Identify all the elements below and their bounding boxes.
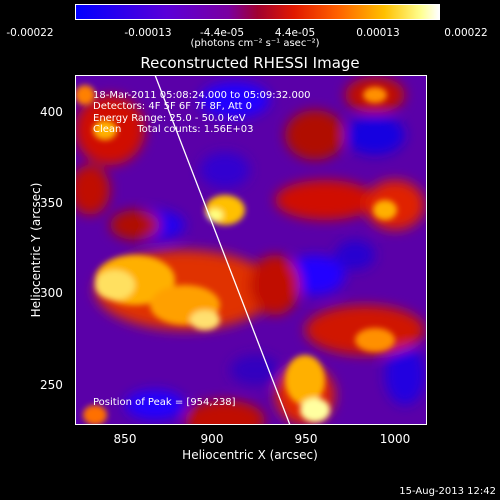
y-tick: 300 <box>40 286 63 300</box>
x-tick: 1000 <box>379 432 411 446</box>
x-tick: 950 <box>294 432 318 446</box>
colorbar-tick: 0.00022 <box>444 27 488 39</box>
peak-label: Position of Peak = [954,238] <box>93 397 236 408</box>
info-energy: Energy Range: 25.0 - 50.0 keV <box>93 113 246 124</box>
colorbar-tick: -4.4e-05 <box>199 27 245 39</box>
plot-title: Reconstructed RHESSI Image <box>140 54 360 72</box>
y-tick: 400 <box>40 105 63 119</box>
colorbar-tick: 0.00013 <box>356 27 400 39</box>
info-time: 18-Mar-2011 05:08:24.000 to 05:09:32.000 <box>93 90 311 101</box>
x-tick: 900 <box>200 432 224 446</box>
colorbar-tick: -0.00013 <box>124 27 172 39</box>
info-detectors: Detectors: 4F 5F 6F 7F 8F, Att 0 <box>93 101 253 112</box>
x-tick: 850 <box>113 432 137 446</box>
info-clean: Clean Total counts: 1.56E+03 <box>93 124 254 135</box>
colorbar-tick: 4.4e-05 <box>274 27 316 39</box>
y-tick: 350 <box>40 196 63 210</box>
colorbar <box>75 4 440 20</box>
colorbar-units: (photons cm⁻² s⁻¹ asec⁻²) <box>190 38 320 49</box>
y-axis-label: Heliocentric Y (arcsec) <box>29 182 43 318</box>
x-axis-label: Heliocentric X (arcsec) <box>182 448 318 462</box>
footer-date: 15-Aug-2013 12:42 <box>399 486 496 497</box>
colorbar-tick: -0.00022 <box>6 27 54 39</box>
rhessi-image <box>75 75 427 425</box>
y-tick: 250 <box>40 378 63 392</box>
